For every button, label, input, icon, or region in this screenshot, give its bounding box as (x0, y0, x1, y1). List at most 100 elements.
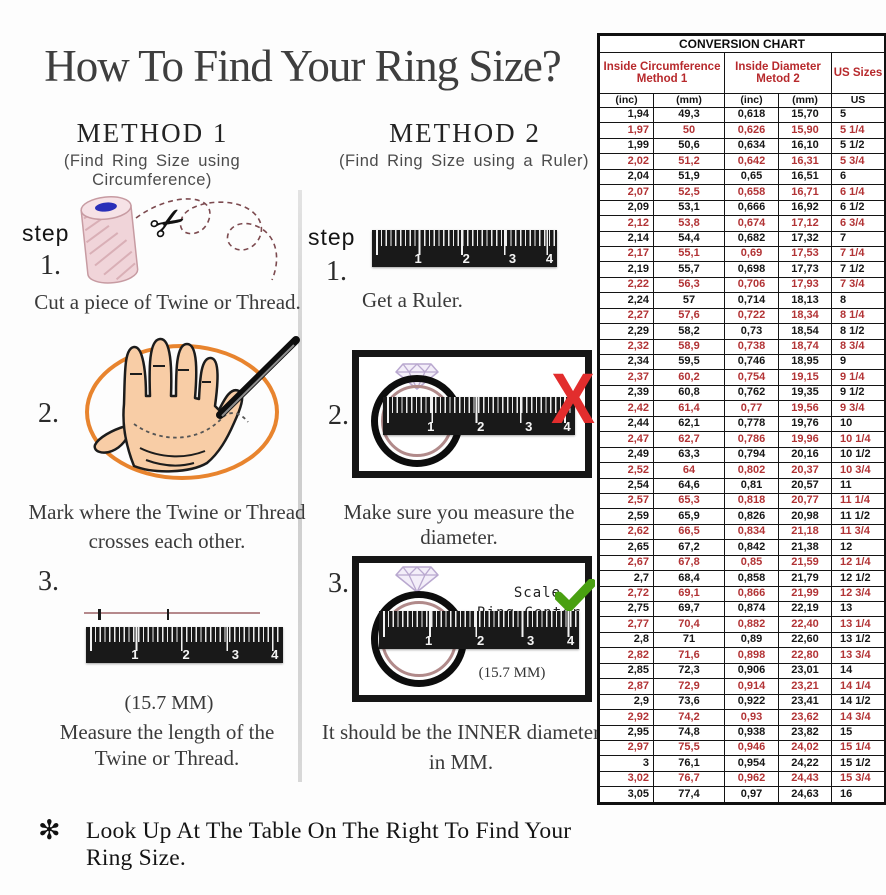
method2-step2-caption: Make sure you measure the diameter. (343, 500, 575, 549)
ruler-number: 2 (477, 419, 485, 434)
table-cell: 0,826 (724, 508, 779, 525)
check-icon (555, 579, 595, 611)
table-row: 2,8 71 0,89 22,60 13 1/2 (598, 631, 886, 649)
table-cell: 0,658 (724, 184, 779, 201)
table-cell: 53,1 (653, 199, 725, 217)
table-row: 2,62 66,5 0,834 21,18 11 3/4 (598, 523, 886, 541)
method1-step3-caption-line2: Twine or Thread. (94, 746, 240, 770)
table-cell: 0,85 (724, 554, 779, 572)
table-row: 2,57 65,3 0,818 20,77 11 1/4 (598, 492, 886, 510)
footnote-asterisk-icon: ✻ (38, 815, 61, 845)
table-cell: 23,41 (778, 693, 832, 711)
table-cell: 8 3/4 (830, 338, 886, 356)
table-cell: 1,94 (598, 106, 654, 124)
table-row: 2,12 53,8 0,674 17,12 6 3/4 (598, 215, 886, 232)
table-cell: 19,15 (778, 369, 832, 386)
table-cell: 2,59 (598, 508, 654, 525)
column-divider (298, 190, 302, 782)
table-cell: 15,70 (778, 106, 832, 124)
ruler-number: 2 (462, 251, 470, 266)
table-cell: 16,92 (778, 199, 832, 217)
table-cell: 24,43 (778, 770, 832, 788)
table-row: 2,52 64 0,802 20,37 10 3/4 (598, 462, 886, 479)
table-row: 2,85 72,3 0,906 23,01 14 (598, 662, 886, 680)
thread-mark (98, 609, 101, 620)
table-cell: 2,7 (598, 570, 654, 587)
table-cell: 18,34 (778, 307, 832, 325)
chart-group-header-row: Inside Circumference Method 1 Inside Dia… (598, 52, 886, 94)
table-cell: 12 1/2 (830, 570, 886, 587)
table-cell: 10 3/4 (830, 462, 886, 479)
method2-title: METHOD 2 (389, 118, 541, 148)
table-cell: 2,29 (598, 323, 654, 340)
table-cell: 16,31 (778, 153, 832, 170)
table-cell: 2,62 (598, 523, 654, 541)
measured-thread (84, 609, 260, 620)
ruler-number: 4 (545, 251, 554, 266)
table-cell: 16,10 (778, 137, 832, 155)
table-cell: 14 1/4 (830, 678, 886, 695)
table-cell: 0,786 (724, 431, 779, 448)
table-cell: 18,54 (778, 323, 832, 340)
table-cell: 2,8 (598, 631, 654, 649)
ruler-number: 3 (231, 647, 239, 662)
method2-step3-caption-line1: It should be the INNER diameter (321, 720, 601, 744)
table-cell: 0,642 (724, 153, 779, 170)
ruler-correct: 1 2 3 4 (379, 611, 579, 649)
table-cell: 6 (830, 168, 886, 186)
ruler-number: 3 (525, 419, 533, 434)
table-cell: 74,2 (653, 709, 725, 726)
table-cell: 5 3/4 (830, 153, 886, 170)
table-cell: 0,618 (724, 106, 779, 124)
table-cell: 0,778 (724, 415, 779, 433)
table-cell: 57 (653, 292, 725, 309)
table-row: 2,24 57 0,714 18,13 8 (598, 292, 886, 309)
method2-subtitle: (Find Ring Size using a Ruler) (338, 152, 590, 170)
table-cell: 18,13 (778, 292, 832, 309)
table-cell: 2,19 (598, 261, 654, 278)
table-row: 2,47 62,7 0,786 19,96 10 1/4 (598, 431, 886, 448)
ruler-number: 1 (414, 251, 422, 266)
method1-step2-caption-line1: Mark where the Twine or Thread (28, 500, 306, 524)
table-cell: 24,22 (778, 755, 832, 772)
table-cell: 64 (653, 462, 725, 479)
table-row: 2,22 56,3 0,706 17,93 7 3/4 (598, 276, 886, 294)
table-cell: 2,72 (598, 585, 654, 603)
table-row: 2,27 57,6 0,722 18,34 8 1/4 (598, 307, 886, 325)
table-cell: 2,57 (598, 492, 654, 510)
table-cell: 2,24 (598, 292, 654, 309)
table-cell: 0,714 (724, 292, 779, 309)
table-cell: 0,738 (724, 338, 779, 356)
ruler-number: 3 (527, 633, 535, 648)
table-cell: 21,38 (778, 539, 832, 556)
method1-step2-number: 2. (38, 398, 59, 429)
table-cell: 15 3/4 (830, 770, 886, 788)
table-cell: 71,6 (653, 647, 725, 664)
table-cell: 2,92 (598, 709, 654, 726)
table-cell: 23,21 (778, 678, 832, 695)
table-cell: 0,706 (724, 276, 779, 294)
table-cell: 6 1/4 (830, 184, 886, 201)
table-row: 2,7 68,4 0,858 21,79 12 1/2 (598, 570, 886, 587)
table-cell: 2,75 (598, 600, 654, 618)
table-cell: 2,49 (598, 446, 654, 464)
table-cell: 55,1 (653, 245, 725, 263)
table-cell: 18,95 (778, 353, 832, 371)
table-cell: 17,32 (778, 230, 832, 247)
table-row: 1,99 50,6 0,634 16,10 5 1/2 (598, 137, 886, 155)
table-cell: 67,2 (653, 539, 725, 556)
table-cell: 68,4 (653, 570, 725, 587)
table-cell: 16 (830, 786, 886, 804)
table-row: 2,17 55,1 0,69 17,53 7 1/4 (598, 245, 886, 263)
table-row: 2,72 69,1 0,866 21,99 12 3/4 (598, 585, 886, 603)
chart-title: CONVERSION CHART (597, 34, 886, 53)
table-cell: 0,882 (724, 616, 779, 633)
table-cell: 22,80 (778, 647, 832, 664)
pen-icon (216, 336, 300, 419)
method1-step2-caption-line2: crosses each other. (88, 529, 246, 553)
table-cell: 15 1/2 (830, 755, 886, 772)
table-cell: 54,4 (653, 230, 725, 247)
table-cell: 21,18 (778, 523, 832, 541)
chart-subheader-row: (inc) (mm) (inc) (mm) US (598, 93, 886, 108)
hand-marking-illustration (85, 336, 300, 480)
